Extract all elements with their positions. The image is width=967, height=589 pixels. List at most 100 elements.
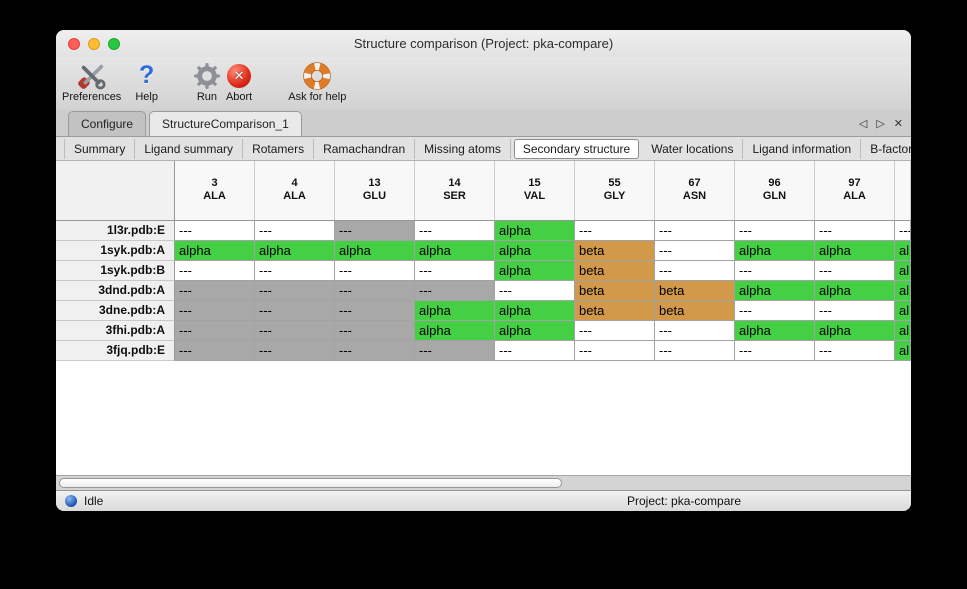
ss-cell[interactable]: --- (655, 261, 735, 281)
tab-water-locations[interactable]: Water locations (642, 138, 744, 159)
ss-cell[interactable]: --- (335, 341, 415, 361)
ss-cell[interactable]: alpha (895, 261, 911, 281)
ss-cell[interactable]: --- (335, 261, 415, 281)
ss-cell[interactable]: --- (415, 281, 495, 301)
ss-cell[interactable]: --- (655, 221, 735, 241)
ss-cell[interactable]: alpha (815, 241, 895, 261)
tab-configure[interactable]: Configure (68, 111, 147, 136)
ss-cell[interactable]: --- (415, 261, 495, 281)
ss-cell[interactable]: beta (655, 301, 735, 321)
ss-cell[interactable]: --- (335, 301, 415, 321)
ss-cell[interactable]: alpha (415, 241, 495, 261)
close-window-button[interactable] (68, 37, 80, 50)
ss-cell[interactable]: --- (255, 341, 335, 361)
tab-missing-atoms[interactable]: Missing atoms (415, 138, 511, 159)
ss-cell[interactable]: --- (575, 221, 655, 241)
ss-cell[interactable]: beta (575, 261, 655, 281)
zoom-window-button[interactable] (108, 37, 120, 50)
ss-cell[interactable]: --- (735, 341, 815, 361)
ask-for-help-button[interactable]: Ask for help (288, 60, 346, 103)
ss-cell[interactable]: --- (335, 321, 415, 341)
ss-cell[interactable]: alpha (735, 321, 815, 341)
ss-cell[interactable]: alpha (815, 321, 895, 341)
ss-cell[interactable]: alpha (415, 301, 495, 321)
tab-next-icon[interactable]: ▷ (876, 118, 885, 130)
minimize-window-button[interactable] (88, 37, 100, 50)
ss-cell[interactable]: --- (175, 281, 255, 301)
ss-cell[interactable]: --- (335, 281, 415, 301)
ss-cell[interactable]: alpha (735, 281, 815, 301)
ss-cell[interactable]: --- (495, 281, 575, 301)
ss-cell[interactable]: alpha (495, 221, 575, 241)
ss-cell[interactable]: --- (175, 261, 255, 281)
ss-cell[interactable]: alpha (255, 241, 335, 261)
horizontal-scrollbar[interactable] (56, 475, 911, 490)
help-button[interactable]: ? Help (135, 60, 158, 103)
row-label[interactable]: 1syk.pdb:B (56, 261, 175, 281)
ss-cell[interactable]: beta (575, 301, 655, 321)
tab-b-factors[interactable]: B-factors (861, 139, 911, 159)
ss-cell[interactable]: --- (495, 341, 575, 361)
ss-cell[interactable]: --- (175, 301, 255, 321)
tab-rotamers[interactable]: Rotamers (243, 138, 315, 159)
run-button[interactable]: Run (193, 60, 220, 103)
ss-cell[interactable]: --- (815, 341, 895, 361)
tab-structure-comparison-1[interactable]: StructureComparison_1 (149, 111, 302, 136)
ss-cell[interactable]: --- (895, 221, 911, 241)
ss-cell[interactable]: --- (175, 221, 255, 241)
ss-cell[interactable]: alpha (895, 281, 911, 301)
ss-cell[interactable]: beta (655, 281, 735, 301)
ss-cell[interactable]: --- (255, 301, 335, 321)
preferences-button[interactable]: Preferences (62, 60, 121, 103)
ss-cell[interactable]: --- (575, 341, 655, 361)
row-label[interactable]: 3dnd.pdb:A (56, 281, 175, 301)
ss-cell[interactable]: --- (255, 221, 335, 241)
row-label[interactable]: 3fjq.pdb:E (56, 341, 175, 361)
ss-cell[interactable]: --- (735, 221, 815, 241)
ss-cell[interactable]: alpha (495, 321, 575, 341)
ss-cell[interactable]: alpha (895, 301, 911, 321)
ss-cell[interactable]: alpha (175, 241, 255, 261)
ss-cell[interactable]: --- (575, 321, 655, 341)
tab-prev-icon[interactable]: ◁ (858, 118, 868, 130)
ss-cell[interactable]: --- (175, 321, 255, 341)
ss-cell[interactable]: alpha (415, 321, 495, 341)
ss-cell[interactable]: --- (655, 321, 735, 341)
ss-cell[interactable]: --- (655, 341, 735, 361)
tab-ligand-information[interactable]: Ligand information (743, 138, 862, 159)
ss-cell[interactable]: --- (175, 341, 255, 361)
tab-ramachandran[interactable]: Ramachandran (314, 138, 416, 159)
ss-cell[interactable]: alpha (895, 241, 911, 261)
ss-cell[interactable]: alpha (895, 321, 911, 341)
ss-cell[interactable]: beta (575, 281, 655, 301)
row-label[interactable]: 1l3r.pdb:E (56, 221, 175, 241)
row-label[interactable]: 1syk.pdb:A (56, 241, 175, 261)
ss-cell[interactable]: --- (815, 301, 895, 321)
ss-cell[interactable]: --- (815, 261, 895, 281)
ss-cell[interactable]: --- (415, 221, 495, 241)
ss-cell[interactable]: --- (815, 221, 895, 241)
ss-cell[interactable]: alpha (495, 261, 575, 281)
ss-cell[interactable]: alpha (495, 241, 575, 261)
tab-secondary-structure[interactable]: Secondary structure (513, 138, 640, 159)
ss-cell[interactable]: alpha (335, 241, 415, 261)
ss-cell[interactable]: --- (415, 341, 495, 361)
tab-summary[interactable]: Summary (64, 138, 136, 159)
ss-cell[interactable]: alpha (735, 241, 815, 261)
ss-cell[interactable]: --- (255, 281, 335, 301)
ss-cell[interactable]: --- (255, 261, 335, 281)
ss-cell[interactable]: --- (255, 321, 335, 341)
ss-cell[interactable]: alpha (815, 281, 895, 301)
tab-ligand-summary[interactable]: Ligand summary (135, 138, 244, 159)
scrollbar-thumb[interactable] (59, 478, 562, 488)
tab-close-icon[interactable]: ✕ (893, 118, 903, 130)
ss-cell[interactable]: --- (335, 221, 415, 241)
ss-cell[interactable]: alpha (495, 301, 575, 321)
row-label[interactable]: 3dne.pdb:A (56, 301, 175, 321)
abort-button[interactable]: ✕ Abort (226, 60, 252, 103)
ss-cell[interactable]: beta (575, 241, 655, 261)
ss-cell[interactable]: alpha (895, 341, 911, 361)
ss-cell[interactable]: --- (655, 241, 735, 261)
row-label[interactable]: 3fhi.pdb:A (56, 321, 175, 341)
ss-cell[interactable]: --- (735, 261, 815, 281)
